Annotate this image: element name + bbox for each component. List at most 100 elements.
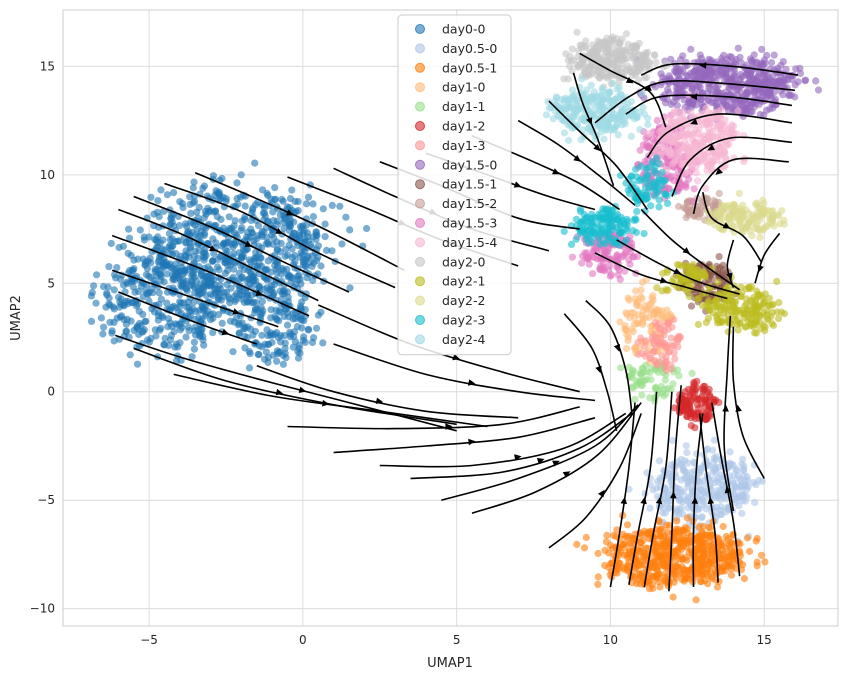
data-point	[785, 92, 793, 100]
data-point	[286, 220, 294, 228]
data-point	[801, 77, 809, 85]
data-point	[273, 269, 281, 277]
data-point	[643, 171, 651, 180]
y-tick-label: −5	[37, 493, 55, 507]
data-point	[637, 293, 645, 301]
data-point	[717, 471, 726, 479]
data-point	[259, 186, 267, 194]
data-point	[637, 539, 645, 547]
streamline-arrow	[682, 247, 691, 254]
data-point	[592, 245, 600, 253]
data-point	[303, 274, 311, 282]
legend-marker	[415, 159, 425, 170]
data-point	[621, 250, 629, 258]
data-point	[187, 218, 195, 226]
data-point	[309, 252, 317, 260]
data-point	[171, 343, 179, 351]
data-point	[665, 132, 673, 140]
data-point	[225, 295, 234, 303]
data-point	[717, 106, 725, 114]
data-point	[670, 108, 678, 116]
data-point	[241, 215, 249, 224]
data-point	[717, 507, 725, 515]
data-point	[703, 446, 711, 454]
data-point	[652, 58, 660, 66]
data-point	[151, 235, 159, 244]
data-point	[668, 553, 676, 561]
data-point	[672, 574, 680, 582]
legend-entry: day0-0	[415, 22, 485, 37]
data-point	[281, 344, 289, 352]
data-point	[651, 394, 659, 402]
data-point	[252, 339, 260, 347]
data-point	[134, 255, 142, 263]
x-tick-label: 10	[603, 633, 618, 647]
legend-marker	[415, 315, 425, 325]
data-point	[172, 357, 181, 365]
data-point	[299, 256, 308, 264]
data-point	[88, 288, 96, 296]
data-point	[717, 120, 725, 128]
data-point	[695, 504, 703, 513]
data-point	[555, 103, 564, 111]
legend-marker	[415, 276, 425, 287]
data-point	[621, 325, 629, 333]
data-point	[200, 214, 208, 222]
data-point	[736, 53, 744, 61]
data-point	[698, 302, 707, 310]
legend-label: day1-0	[442, 80, 485, 95]
data-point	[705, 523, 713, 532]
data-point	[649, 296, 657, 304]
data-point	[719, 522, 727, 531]
streamline-arrow	[722, 404, 729, 412]
data-point	[682, 214, 690, 222]
data-point	[595, 45, 603, 53]
data-point	[251, 159, 259, 167]
data-point	[276, 308, 284, 316]
data-point	[647, 376, 655, 384]
data-point	[210, 250, 218, 258]
data-point	[724, 297, 732, 305]
data-point	[658, 545, 666, 553]
streamline	[754, 232, 781, 284]
data-point	[738, 309, 746, 317]
data-point	[717, 54, 726, 63]
streamline	[671, 136, 792, 197]
data-point	[306, 258, 314, 266]
legend-label: day0.5-0	[442, 41, 497, 56]
data-point	[346, 284, 354, 292]
data-point	[286, 204, 294, 212]
data-point	[115, 243, 123, 252]
data-point	[635, 39, 643, 47]
data-point	[614, 131, 622, 139]
series-day1-3	[634, 316, 685, 375]
streamline-arrow	[209, 245, 217, 252]
data-point	[681, 575, 689, 583]
data-point	[615, 266, 623, 274]
data-point	[157, 186, 165, 194]
data-point	[760, 297, 769, 305]
data-point	[744, 482, 752, 491]
data-point	[568, 67, 576, 75]
data-point	[235, 329, 243, 337]
data-point	[126, 266, 134, 275]
data-point	[655, 203, 663, 211]
data-point	[669, 380, 677, 388]
streamline-arrow	[573, 154, 581, 162]
data-point	[108, 327, 116, 335]
data-point	[696, 68, 705, 76]
data-point	[615, 559, 623, 567]
data-point	[363, 224, 371, 233]
data-point	[704, 65, 713, 73]
data-point	[260, 228, 268, 236]
data-point	[225, 213, 233, 221]
legend-entry: day1-0	[415, 80, 485, 95]
data-point	[649, 486, 657, 494]
data-point	[87, 317, 96, 325]
data-point	[637, 370, 645, 378]
legend-entry: day1.5-1	[415, 177, 497, 192]
data-point	[709, 133, 717, 141]
streamline	[287, 406, 580, 430]
streamline-arrow	[452, 353, 460, 361]
